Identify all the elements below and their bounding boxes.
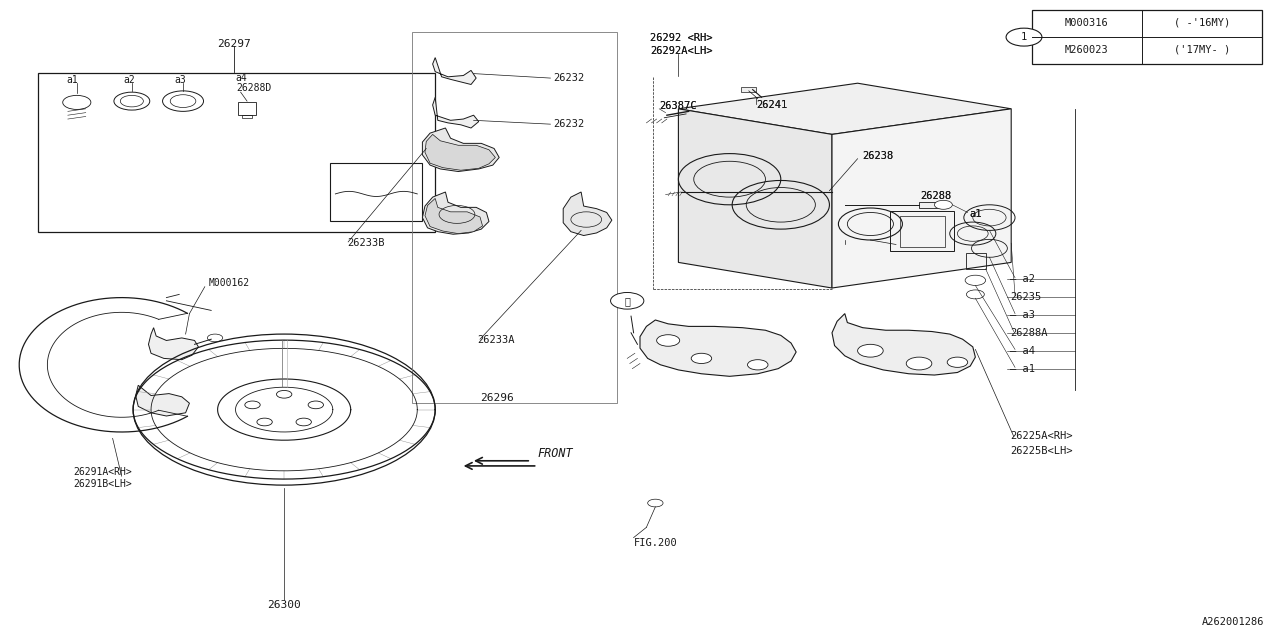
Text: 1: 1 <box>1021 32 1027 42</box>
Polygon shape <box>425 134 495 170</box>
Circle shape <box>244 401 260 409</box>
Bar <box>1032 10 1262 64</box>
Polygon shape <box>678 109 832 288</box>
Circle shape <box>691 353 712 364</box>
Text: 26292 <RH>: 26292 <RH> <box>650 33 713 44</box>
Circle shape <box>657 335 680 346</box>
Text: — a2: — a2 <box>1010 274 1036 284</box>
Bar <box>412 32 617 403</box>
Text: — a4: — a4 <box>1010 346 1036 356</box>
Polygon shape <box>422 192 489 234</box>
Text: 26292 <RH>: 26292 <RH> <box>650 33 713 44</box>
Text: a1: a1 <box>969 209 982 219</box>
Text: 26292A<LH>: 26292A<LH> <box>650 46 713 56</box>
Text: 26300: 26300 <box>268 600 301 610</box>
Circle shape <box>858 344 883 357</box>
Polygon shape <box>832 314 975 375</box>
Circle shape <box>748 360 768 370</box>
Circle shape <box>296 418 311 426</box>
Text: 26288: 26288 <box>920 191 951 201</box>
Text: 26387C: 26387C <box>659 101 696 111</box>
Bar <box>242 115 252 118</box>
Text: a4: a4 <box>236 73 247 83</box>
Text: a1: a1 <box>67 75 78 85</box>
Circle shape <box>934 200 952 209</box>
Text: A262001286: A262001286 <box>1202 617 1265 627</box>
Text: a1: a1 <box>969 209 982 219</box>
Text: — a1: — a1 <box>1010 364 1036 374</box>
Text: 26288A: 26288A <box>1010 328 1047 338</box>
Text: 26225B<LH>: 26225B<LH> <box>1010 445 1073 456</box>
Circle shape <box>906 357 932 370</box>
Polygon shape <box>422 128 499 172</box>
Text: 26238: 26238 <box>863 151 893 161</box>
Text: 26232: 26232 <box>553 73 584 83</box>
Circle shape <box>276 390 292 398</box>
Text: 26241: 26241 <box>756 100 787 110</box>
Text: ①: ① <box>625 296 630 306</box>
Bar <box>741 87 756 92</box>
Polygon shape <box>563 192 612 236</box>
Text: 26235: 26235 <box>1010 292 1041 302</box>
Circle shape <box>648 499 663 507</box>
Text: 26288D: 26288D <box>237 83 273 93</box>
Text: FIG.200: FIG.200 <box>634 538 677 548</box>
Text: M000316: M000316 <box>1065 18 1108 28</box>
Bar <box>900 216 945 247</box>
Circle shape <box>611 292 644 309</box>
Polygon shape <box>136 385 189 416</box>
Text: 26296: 26296 <box>480 393 513 403</box>
Text: 26288: 26288 <box>920 191 951 201</box>
Bar <box>38 73 435 232</box>
Circle shape <box>308 401 324 409</box>
Text: 26233B: 26233B <box>347 238 384 248</box>
Text: a3: a3 <box>174 75 186 85</box>
Text: 26292A<LH>: 26292A<LH> <box>650 46 713 56</box>
Text: 26233A: 26233A <box>477 335 515 346</box>
Bar <box>330 163 422 221</box>
Text: 26291B<LH>: 26291B<LH> <box>73 479 132 490</box>
Text: M260023: M260023 <box>1065 45 1108 55</box>
Polygon shape <box>678 83 1011 134</box>
Text: 26238: 26238 <box>863 151 893 161</box>
Polygon shape <box>425 198 483 234</box>
Bar <box>966 253 986 269</box>
Polygon shape <box>832 109 1011 288</box>
Text: M000162: M000162 <box>209 278 250 288</box>
Text: — a3: — a3 <box>1010 310 1036 320</box>
Text: a2: a2 <box>123 75 134 85</box>
Circle shape <box>257 418 273 426</box>
Polygon shape <box>433 97 479 128</box>
Circle shape <box>1006 28 1042 46</box>
Circle shape <box>947 357 968 367</box>
Text: 26241: 26241 <box>756 100 787 110</box>
Text: 26225A<RH>: 26225A<RH> <box>1010 431 1073 442</box>
Polygon shape <box>640 320 796 376</box>
Text: ('17MY- ): ('17MY- ) <box>1174 45 1230 55</box>
Bar <box>919 202 940 208</box>
Text: 26291A<RH>: 26291A<RH> <box>73 467 132 477</box>
Text: ( -'16MY): ( -'16MY) <box>1174 18 1230 28</box>
Text: FRONT: FRONT <box>538 447 573 460</box>
Polygon shape <box>148 328 198 360</box>
Bar <box>890 211 954 251</box>
Text: 26232: 26232 <box>553 119 584 129</box>
Bar <box>238 102 256 115</box>
Text: 26297: 26297 <box>218 38 251 49</box>
Text: 26387C: 26387C <box>659 101 696 111</box>
Polygon shape <box>433 58 476 84</box>
